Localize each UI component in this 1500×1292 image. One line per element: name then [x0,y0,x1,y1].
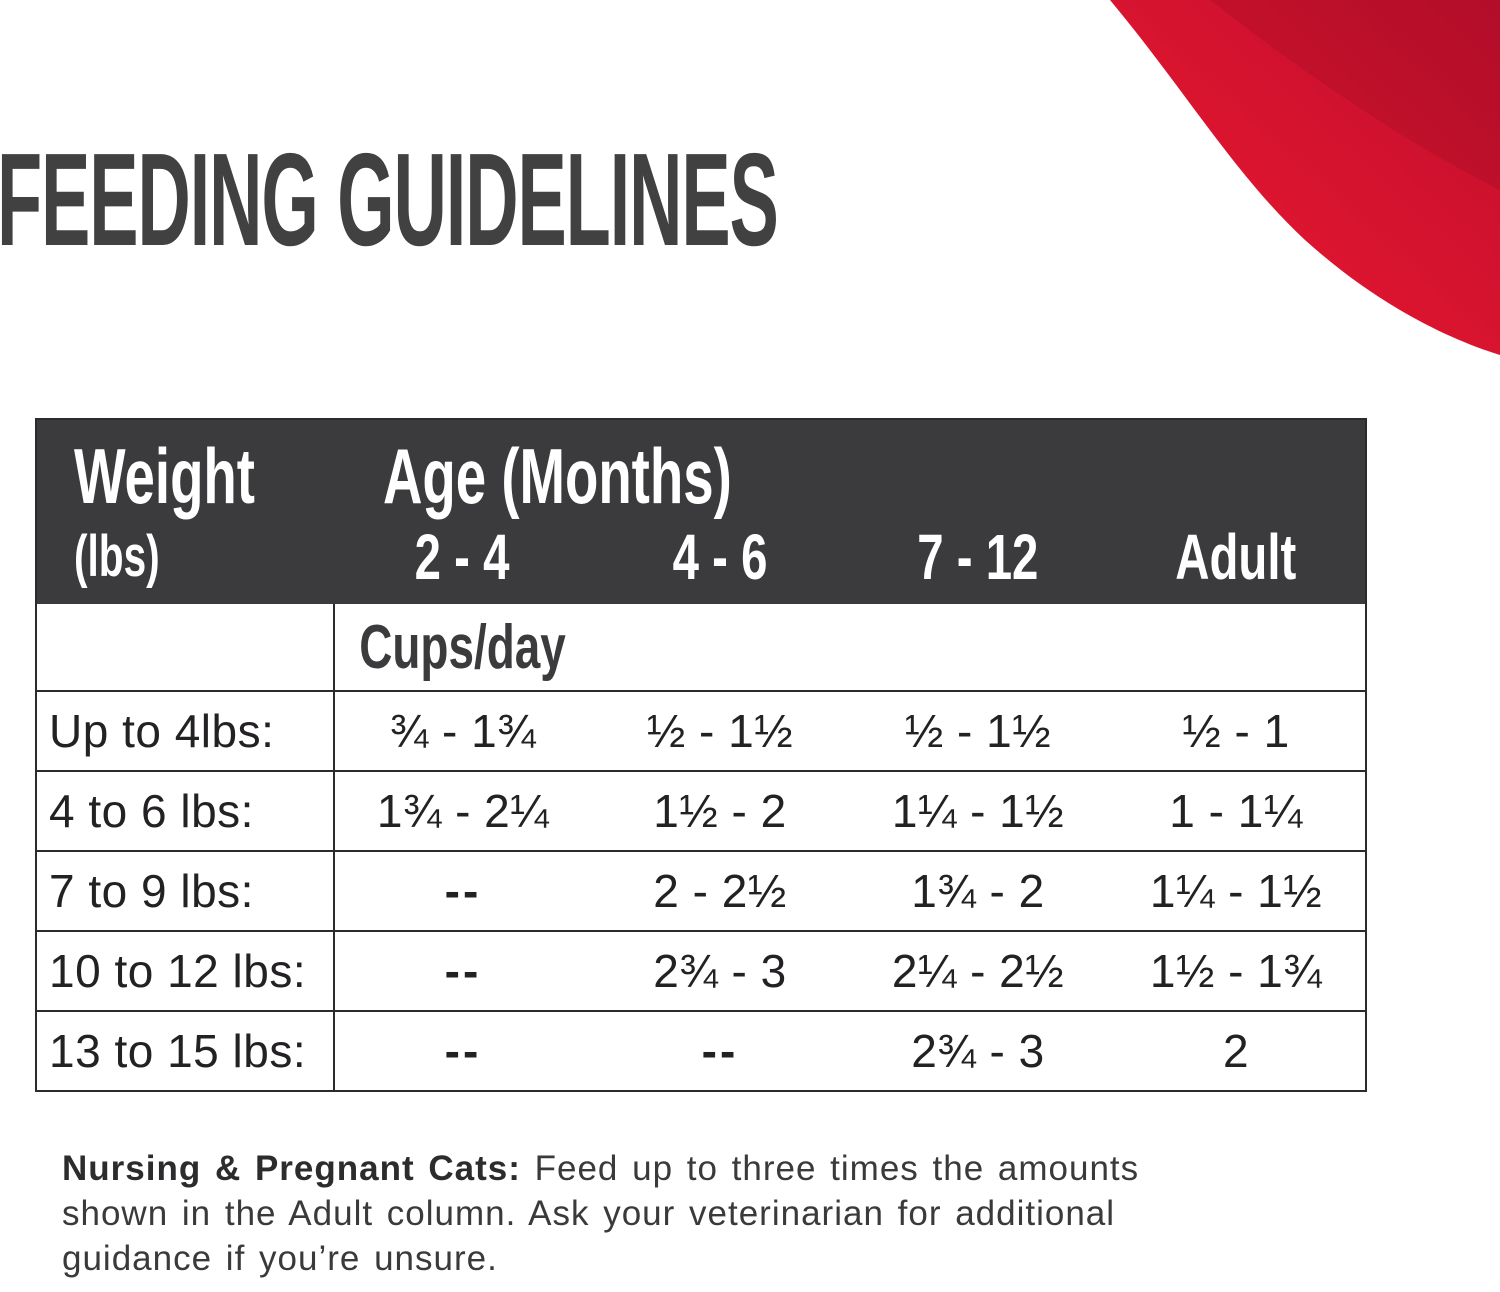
value-cell: 1¼ - 1½ [891,785,1065,837]
value-cell: 2¼ - 2½ [891,945,1065,997]
table-header: Weight (lbs) Age (Months) 2 - 4 4 - 6 7 … [37,420,1365,604]
value-cell: 1¼ - 1½ [1149,865,1323,917]
value-cell: 2¾ - 3 [911,1025,1045,1077]
value-cell: 1¾ - 2¼ [333,772,591,850]
value-cell: 1½ - 2 [653,785,787,837]
age-column-7-12: 7 - 12 [917,521,1039,593]
value-cell: ½ - 1½ [646,705,794,757]
value-cell: 1¾ - 2 [911,865,1045,917]
table-row: 4 to 6 lbs: 1¾ - 2¼ 1½ - 2 1¼ - 1½ 1 - 1… [37,770,1365,850]
weight-column-header: Weight (lbs) [37,420,333,604]
footnote: Nursing & Pregnant Cats: Feed up to thre… [62,1146,1392,1281]
value-cell: ¾ - 1¾ [333,692,591,770]
age-column-adult: Adult [1175,521,1297,593]
weight-row-label: 10 to 12 lbs: [49,945,307,997]
value-cell: 1½ - 1¾ [1149,945,1323,997]
units-row: Cups/day [37,604,1365,690]
table-row: Up to 4lbs: ¾ - 1¾ ½ - 1½ ½ - 1½ ½ - 1 [37,690,1365,770]
value-cell: ½ - 1 [1182,705,1290,757]
table-row: 13 to 15 lbs: -- -- 2¾ - 3 2 [37,1010,1365,1090]
value-cell: -- [333,932,591,1010]
value-cell: 2 - 2½ [653,865,787,917]
table-row: 10 to 12 lbs: -- 2¾ - 3 2¼ - 2½ 1½ - 1¾ [37,930,1365,1010]
table-row: 7 to 9 lbs: -- 2 - 2½ 1¾ - 2 1¼ - 1½ [37,850,1365,930]
footnote-line2: shown in the Adult column. Ask your vete… [62,1194,1116,1233]
weight-label: Weight [74,432,255,520]
units-row-spacer [37,604,333,690]
weight-unit-label: (lbs) [74,524,160,589]
footnote-line1: Feed up to three times the amounts [520,1149,1140,1188]
footnote-line3: guidance if you’re unsure. [62,1239,498,1278]
cups-per-day-cell: Cups/day [333,604,591,690]
age-columns-header: Age (Months) 2 - 4 4 - 6 7 - 12 Adult [333,420,1365,604]
value-cell: 1 - 1¼ [1169,785,1303,837]
cups-per-day-label: Cups/day [359,612,567,682]
value-cell: 2 [1222,1025,1250,1077]
weight-row-label: 13 to 15 lbs: [49,1025,307,1077]
value-cell: -- [701,1025,739,1077]
weight-row-label: 4 to 6 lbs: [49,785,254,837]
age-months-label: Age (Months) [383,432,732,520]
value-cell: -- [333,1012,591,1090]
page-title: FEEDING GUIDELINES [0,126,779,273]
age-column-4-6: 4 - 6 [672,521,768,593]
value-cell: 2¾ - 3 [653,945,787,997]
value-cell: -- [333,852,591,930]
value-cell: ½ - 1½ [904,705,1052,757]
age-column-2-4: 2 - 4 [414,521,510,593]
footnote-lead: Nursing & Pregnant Cats: [62,1149,521,1188]
weight-row-label: Up to 4lbs: [49,705,275,757]
red-swoosh-decoration [1110,0,1500,355]
weight-row-label: 7 to 9 lbs: [49,865,254,917]
feeding-table: Weight (lbs) Age (Months) 2 - 4 4 - 6 7 … [35,418,1367,1092]
